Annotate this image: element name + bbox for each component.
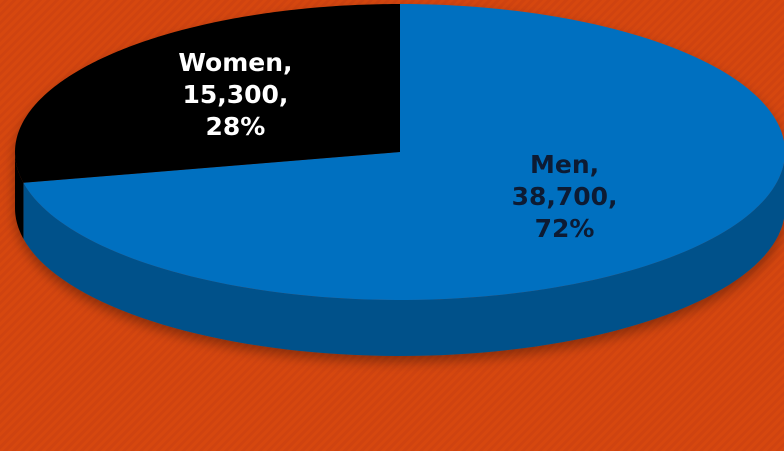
slice xyxy=(15,4,401,183)
slice-side xyxy=(23,162,784,356)
slice-side xyxy=(15,152,24,239)
data-label: Women, 15,300, 28% xyxy=(178,48,292,141)
label-line: Men xyxy=(530,150,590,179)
label-line: 28% xyxy=(206,112,266,141)
pie xyxy=(15,4,784,356)
slice xyxy=(23,4,784,300)
label-separator: , xyxy=(283,48,293,77)
label-line: 72% xyxy=(535,214,595,243)
label-separator: , xyxy=(590,150,600,179)
data-label: Men, 38,700, 72% xyxy=(512,150,618,243)
label-line: 15,300 xyxy=(182,80,278,109)
label-separator: , xyxy=(279,80,289,109)
label-line: Women xyxy=(178,48,283,77)
label-line: 38,700 xyxy=(512,182,608,211)
label-separator: , xyxy=(608,182,618,211)
